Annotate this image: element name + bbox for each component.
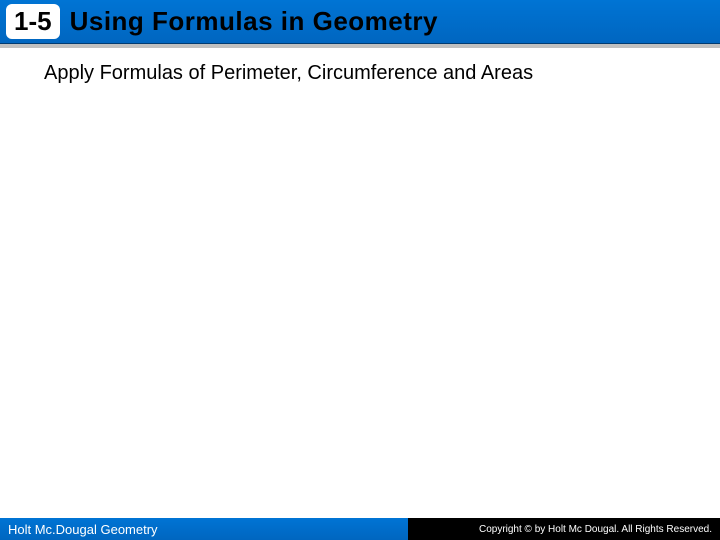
lesson-number-badge: 1-5	[6, 4, 60, 39]
footer-copyright: Copyright © by Holt Mc Dougal. All Right…	[408, 518, 720, 540]
footer-left: Holt Mc.Dougal Geometry	[0, 518, 408, 540]
header-bar: 1-5 Using Formulas in Geometry	[0, 0, 720, 44]
content-area: Apply Formulas of Perimeter, Circumferen…	[0, 48, 720, 85]
subtitle-text: Apply Formulas of Perimeter, Circumferen…	[44, 62, 690, 85]
header-title: Using Formulas in Geometry	[70, 6, 438, 37]
footer-bar: Holt Mc.Dougal Geometry Copyright © by H…	[0, 518, 720, 540]
